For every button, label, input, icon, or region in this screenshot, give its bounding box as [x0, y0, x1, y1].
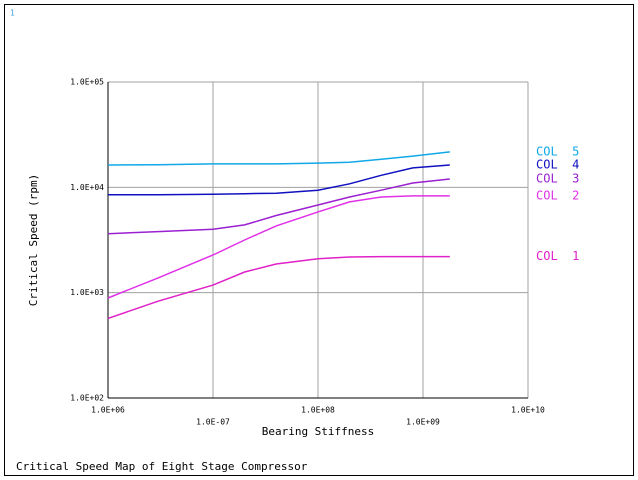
- frame: [4, 4, 634, 476]
- y-tick-label: 1.0E+03: [70, 288, 104, 297]
- legend-label: COL 2: [536, 188, 579, 202]
- legend-label: COL 1: [536, 249, 579, 263]
- legend-label: COL 4: [536, 157, 579, 171]
- series-line: [107, 195, 450, 299]
- y-axis-label: Critical Speed (rpm): [27, 174, 40, 306]
- x-tick-label: 1.0E+09: [406, 418, 440, 427]
- window-label: 1: [10, 9, 15, 18]
- series-line: [107, 255, 450, 320]
- chart-title: Critical Speed Map of Eight Stage Compre…: [16, 460, 308, 473]
- legend-label: COL 3: [536, 171, 579, 185]
- legend-label: COL 5: [536, 144, 579, 158]
- y-tick-label: 1.0E+04: [70, 183, 104, 192]
- x-tick-label: 1.0E+06: [91, 406, 125, 415]
- series-line: [107, 151, 450, 166]
- x-tick-label: 1.0E-07: [196, 418, 230, 427]
- y-tick-label: 1.0E+02: [70, 394, 104, 403]
- series-line: [107, 178, 450, 235]
- x-tick-label: 1.0E+08: [301, 406, 335, 415]
- x-tick-label: 1.0E+10: [511, 406, 545, 415]
- y-tick-label: 1.0E+05: [70, 78, 104, 87]
- x-axis-label: Bearing Stiffness: [262, 425, 375, 438]
- series-line: [108, 164, 450, 196]
